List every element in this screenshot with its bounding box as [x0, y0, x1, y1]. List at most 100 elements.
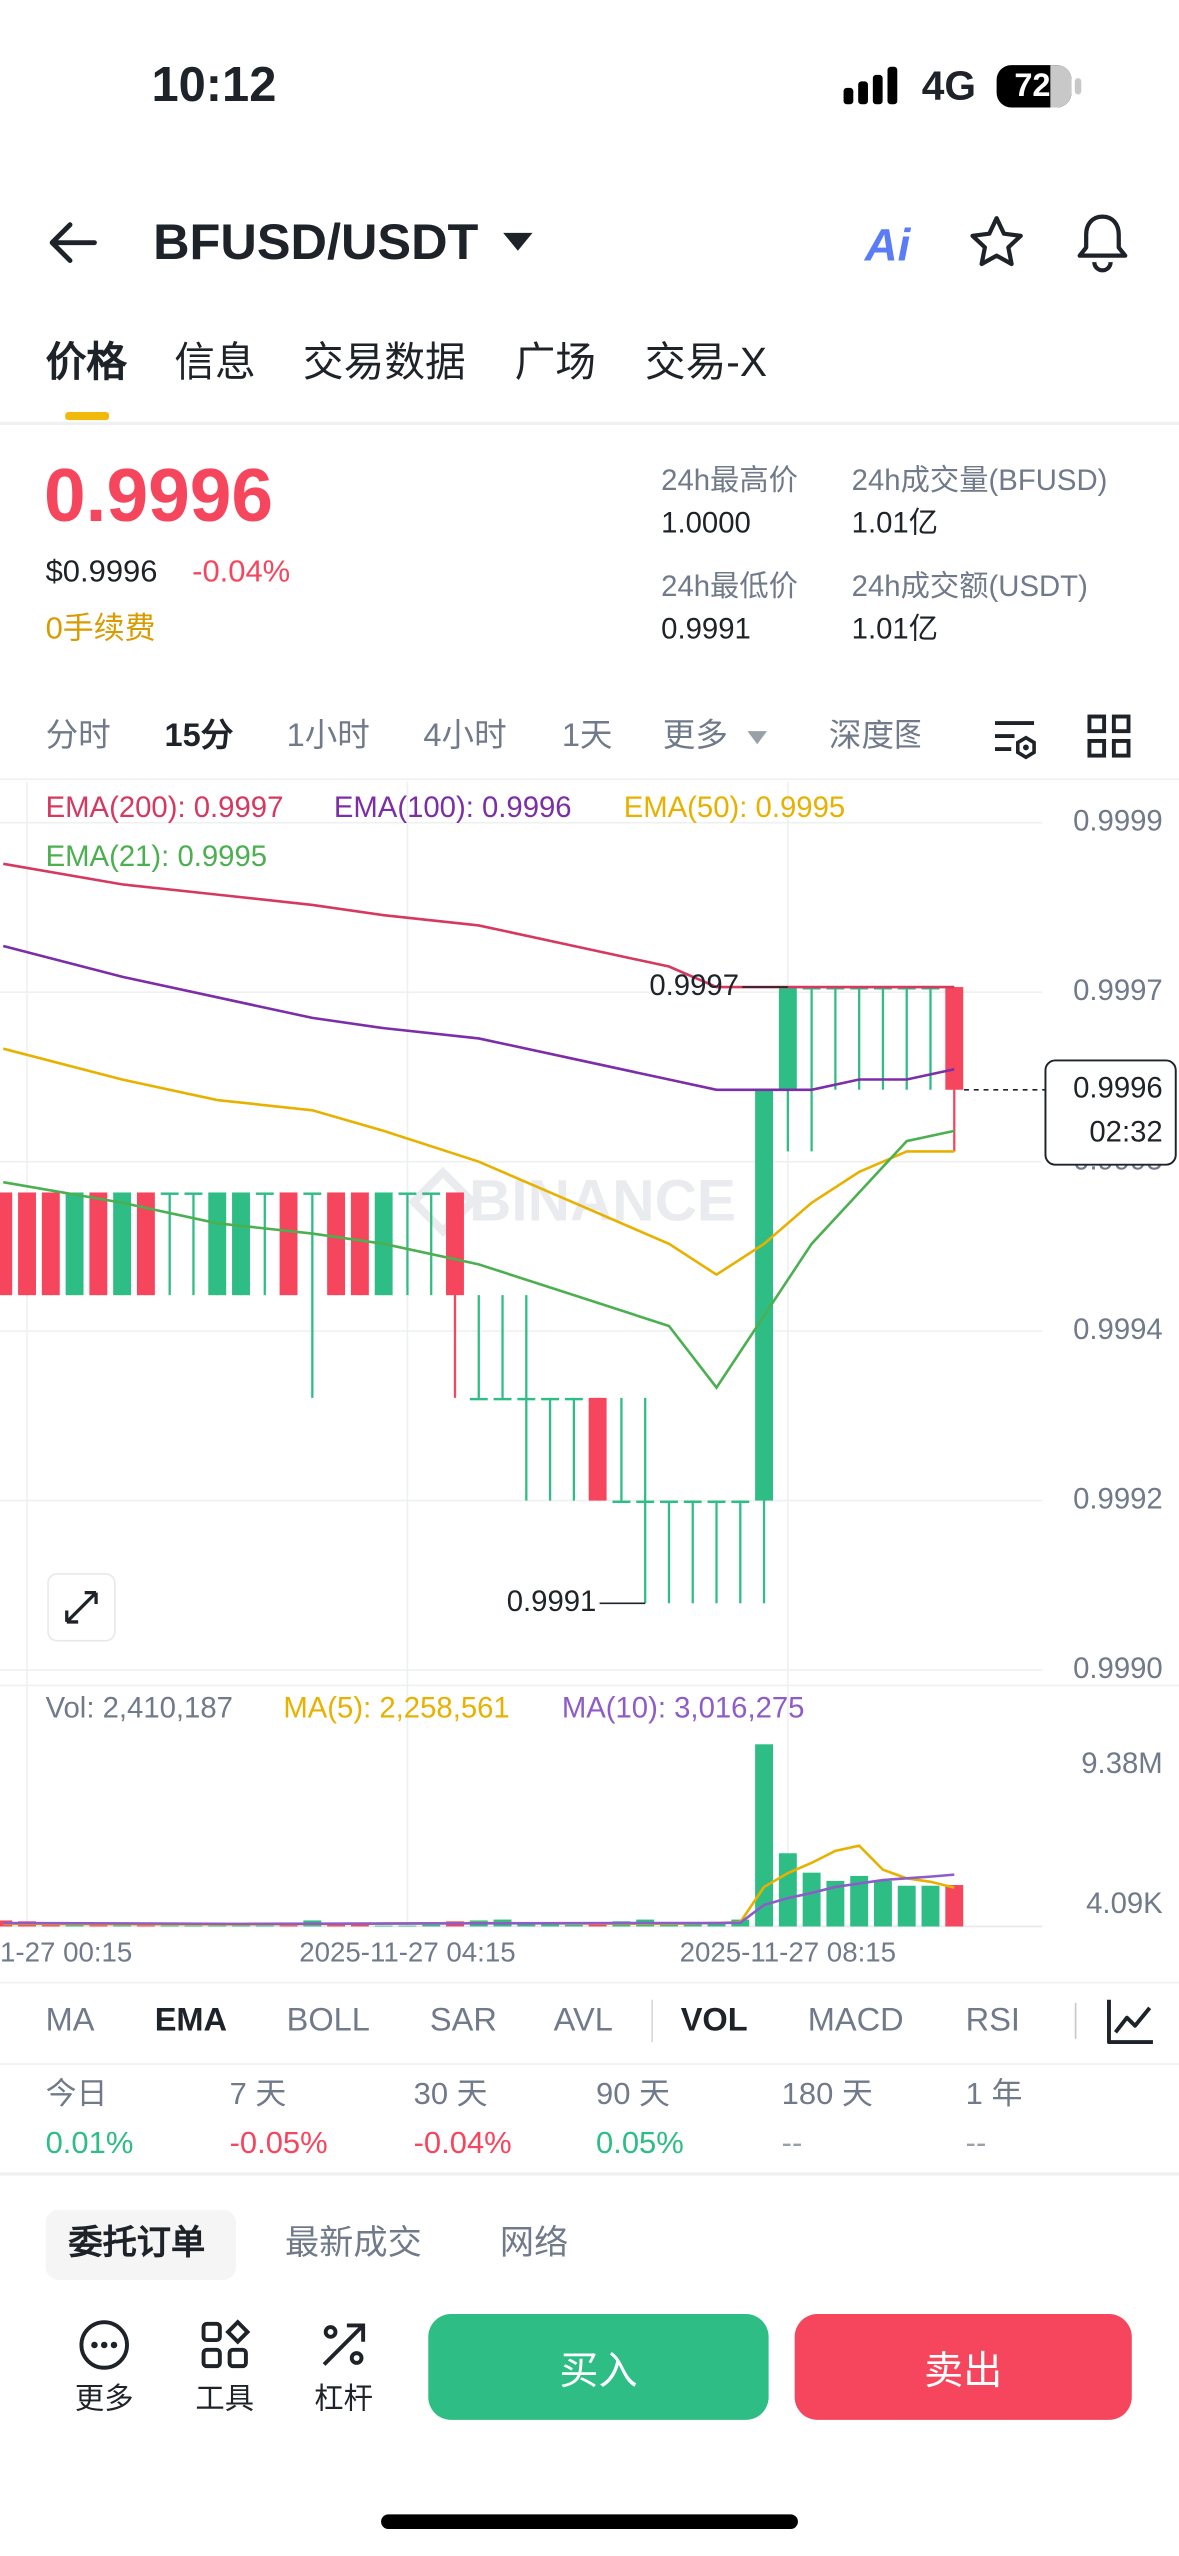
- stat-value: 1.0000: [661, 506, 751, 540]
- order-tab[interactable]: 委托订单: [68, 2224, 206, 2262]
- candle-body: [18, 1192, 36, 1296]
- toolbar-label[interactable]: 杠杆: [314, 2382, 373, 2415]
- candle-body: [65, 1192, 84, 1296]
- interval[interactable]: 4小时: [423, 718, 507, 754]
- legend-entry: EMA(200): 0.9997: [46, 791, 284, 824]
- last-price-box: [1044, 1059, 1177, 1166]
- volume-title: Vol: 2,410,187: [46, 1692, 233, 1725]
- volume-bar: [945, 1885, 964, 1927]
- candle-body: [731, 1500, 750, 1504]
- candle-body: [755, 1089, 774, 1501]
- battery-level: 72: [1014, 68, 1051, 105]
- divider: [0, 2063, 1179, 2065]
- candle-body: [588, 1397, 607, 1501]
- y-tick-label: 0.9999: [1073, 804, 1163, 837]
- indicator[interactable]: BOLL: [286, 2002, 370, 2039]
- fee-label[interactable]: 0手续费: [45, 612, 156, 647]
- low-marker-label: 0.9991: [507, 1585, 597, 1618]
- candle-body: [945, 987, 964, 1090]
- period-label: 180 天: [781, 2077, 873, 2113]
- period-label: 90 天: [596, 2077, 670, 2113]
- pair-title[interactable]: BFUSD/USDT: [153, 213, 479, 271]
- indicator[interactable]: MA: [45, 2002, 95, 2039]
- volume-ma-line: [3, 1873, 955, 1926]
- sell-button[interactable]: 卖出: [794, 2314, 1132, 2420]
- volume-bar: [160, 1925, 179, 1927]
- indicator[interactable]: MACD: [807, 2002, 904, 2039]
- interval[interactable]: 1天: [561, 718, 613, 754]
- alert-button[interactable]: [1073, 210, 1132, 275]
- indicator[interactable]: EMA: [154, 2002, 228, 2039]
- volume-bar: [184, 1925, 203, 1927]
- volume-bar: [398, 1925, 417, 1927]
- kline-chart: 0.99990.99970.99950.99940.99920.99901-27…: [0, 781, 1179, 1967]
- active-tab-bg: [45, 2209, 237, 2280]
- pair-caret[interactable]: [502, 230, 535, 253]
- y-tick-label: 0.9994: [1073, 1313, 1163, 1346]
- candle-body: [232, 1192, 250, 1296]
- last-price: 0.9996: [43, 452, 274, 538]
- indicator[interactable]: SAR: [429, 2002, 497, 2039]
- tab[interactable]: 价格: [45, 340, 128, 386]
- tab[interactable]: 交易-X: [644, 340, 768, 386]
- chart-settings-icon[interactable]: [990, 713, 1039, 762]
- legend-entry: EMA(21): 0.9995: [46, 840, 267, 873]
- volume-bar: [541, 1923, 560, 1927]
- x-tick-label: 2025-11-27 08:15: [680, 1936, 896, 1967]
- interval[interactable]: 1小时: [286, 718, 370, 754]
- volume-bar: [327, 1923, 346, 1927]
- period-change: -0.05%: [229, 2126, 328, 2161]
- interval[interactable]: 深度图: [828, 719, 921, 753]
- tab[interactable]: 交易数据: [302, 340, 466, 386]
- candle-body: [778, 987, 797, 1090]
- order-tab[interactable]: 最新成交: [284, 2224, 422, 2262]
- battery-empty: [1050, 65, 1072, 108]
- divider: [0, 778, 1179, 781]
- stat-value: 0.9991: [661, 612, 751, 645]
- status-time: 10:12: [151, 58, 277, 113]
- volume-bar: [921, 1885, 940, 1927]
- candle-body: [279, 1192, 298, 1296]
- ai-button[interactable]: Ai: [864, 219, 911, 271]
- volume-legend: MA(10): 3,016,275: [562, 1692, 805, 1725]
- x-tick-label: 1-27 00:15: [0, 1936, 132, 1967]
- interval[interactable]: 分时: [45, 718, 111, 754]
- order-tab[interactable]: 网络: [499, 2224, 569, 2262]
- buy-button[interactable]: 买入: [428, 2314, 769, 2420]
- candle-body: [327, 1192, 346, 1296]
- x-tick-label: 2025-11-27 04:15: [299, 1936, 515, 1967]
- interval[interactable]: 更多: [662, 718, 728, 754]
- tab[interactable]: 广场: [514, 340, 597, 386]
- cut-indicator: [1074, 2002, 1077, 2039]
- candle-body: [255, 1192, 274, 1195]
- candle-body: [113, 1192, 132, 1296]
- back-button[interactable]: [46, 218, 105, 267]
- interval[interactable]: 15分: [164, 718, 234, 754]
- leverage-icon[interactable]: [318, 2319, 370, 2371]
- indicator[interactable]: RSI: [965, 2002, 1020, 2039]
- indicator[interactable]: AVL: [553, 2002, 613, 2039]
- volume-bar: [850, 1875, 869, 1927]
- volume-bar: [778, 1853, 797, 1927]
- indicator[interactable]: VOL: [680, 2002, 748, 2039]
- period-change: 0.05%: [596, 2126, 684, 2161]
- toolbar-label[interactable]: 更多: [74, 2382, 134, 2415]
- favorite-button[interactable]: [967, 213, 1026, 272]
- candle-body: [89, 1192, 108, 1296]
- signal-icon: [843, 66, 898, 105]
- candle-body: [184, 1192, 203, 1195]
- period-label: 1 年: [965, 2077, 1023, 2113]
- tab[interactable]: 信息: [174, 340, 256, 386]
- expand-button[interactable]: [47, 1573, 116, 1642]
- more-icon[interactable]: [78, 2319, 130, 2371]
- period-label: 7 天: [229, 2077, 287, 2113]
- divider: [0, 1981, 1179, 1984]
- more-caret[interactable]: [746, 730, 769, 746]
- indicator-settings[interactable]: [1104, 1996, 1156, 2045]
- candle-body: [446, 1192, 464, 1296]
- tools-icon[interactable]: [199, 2319, 251, 2371]
- toolbar-label[interactable]: 工具: [195, 2382, 255, 2415]
- divider: [0, 2172, 1179, 2176]
- layout-icon[interactable]: [1086, 713, 1132, 759]
